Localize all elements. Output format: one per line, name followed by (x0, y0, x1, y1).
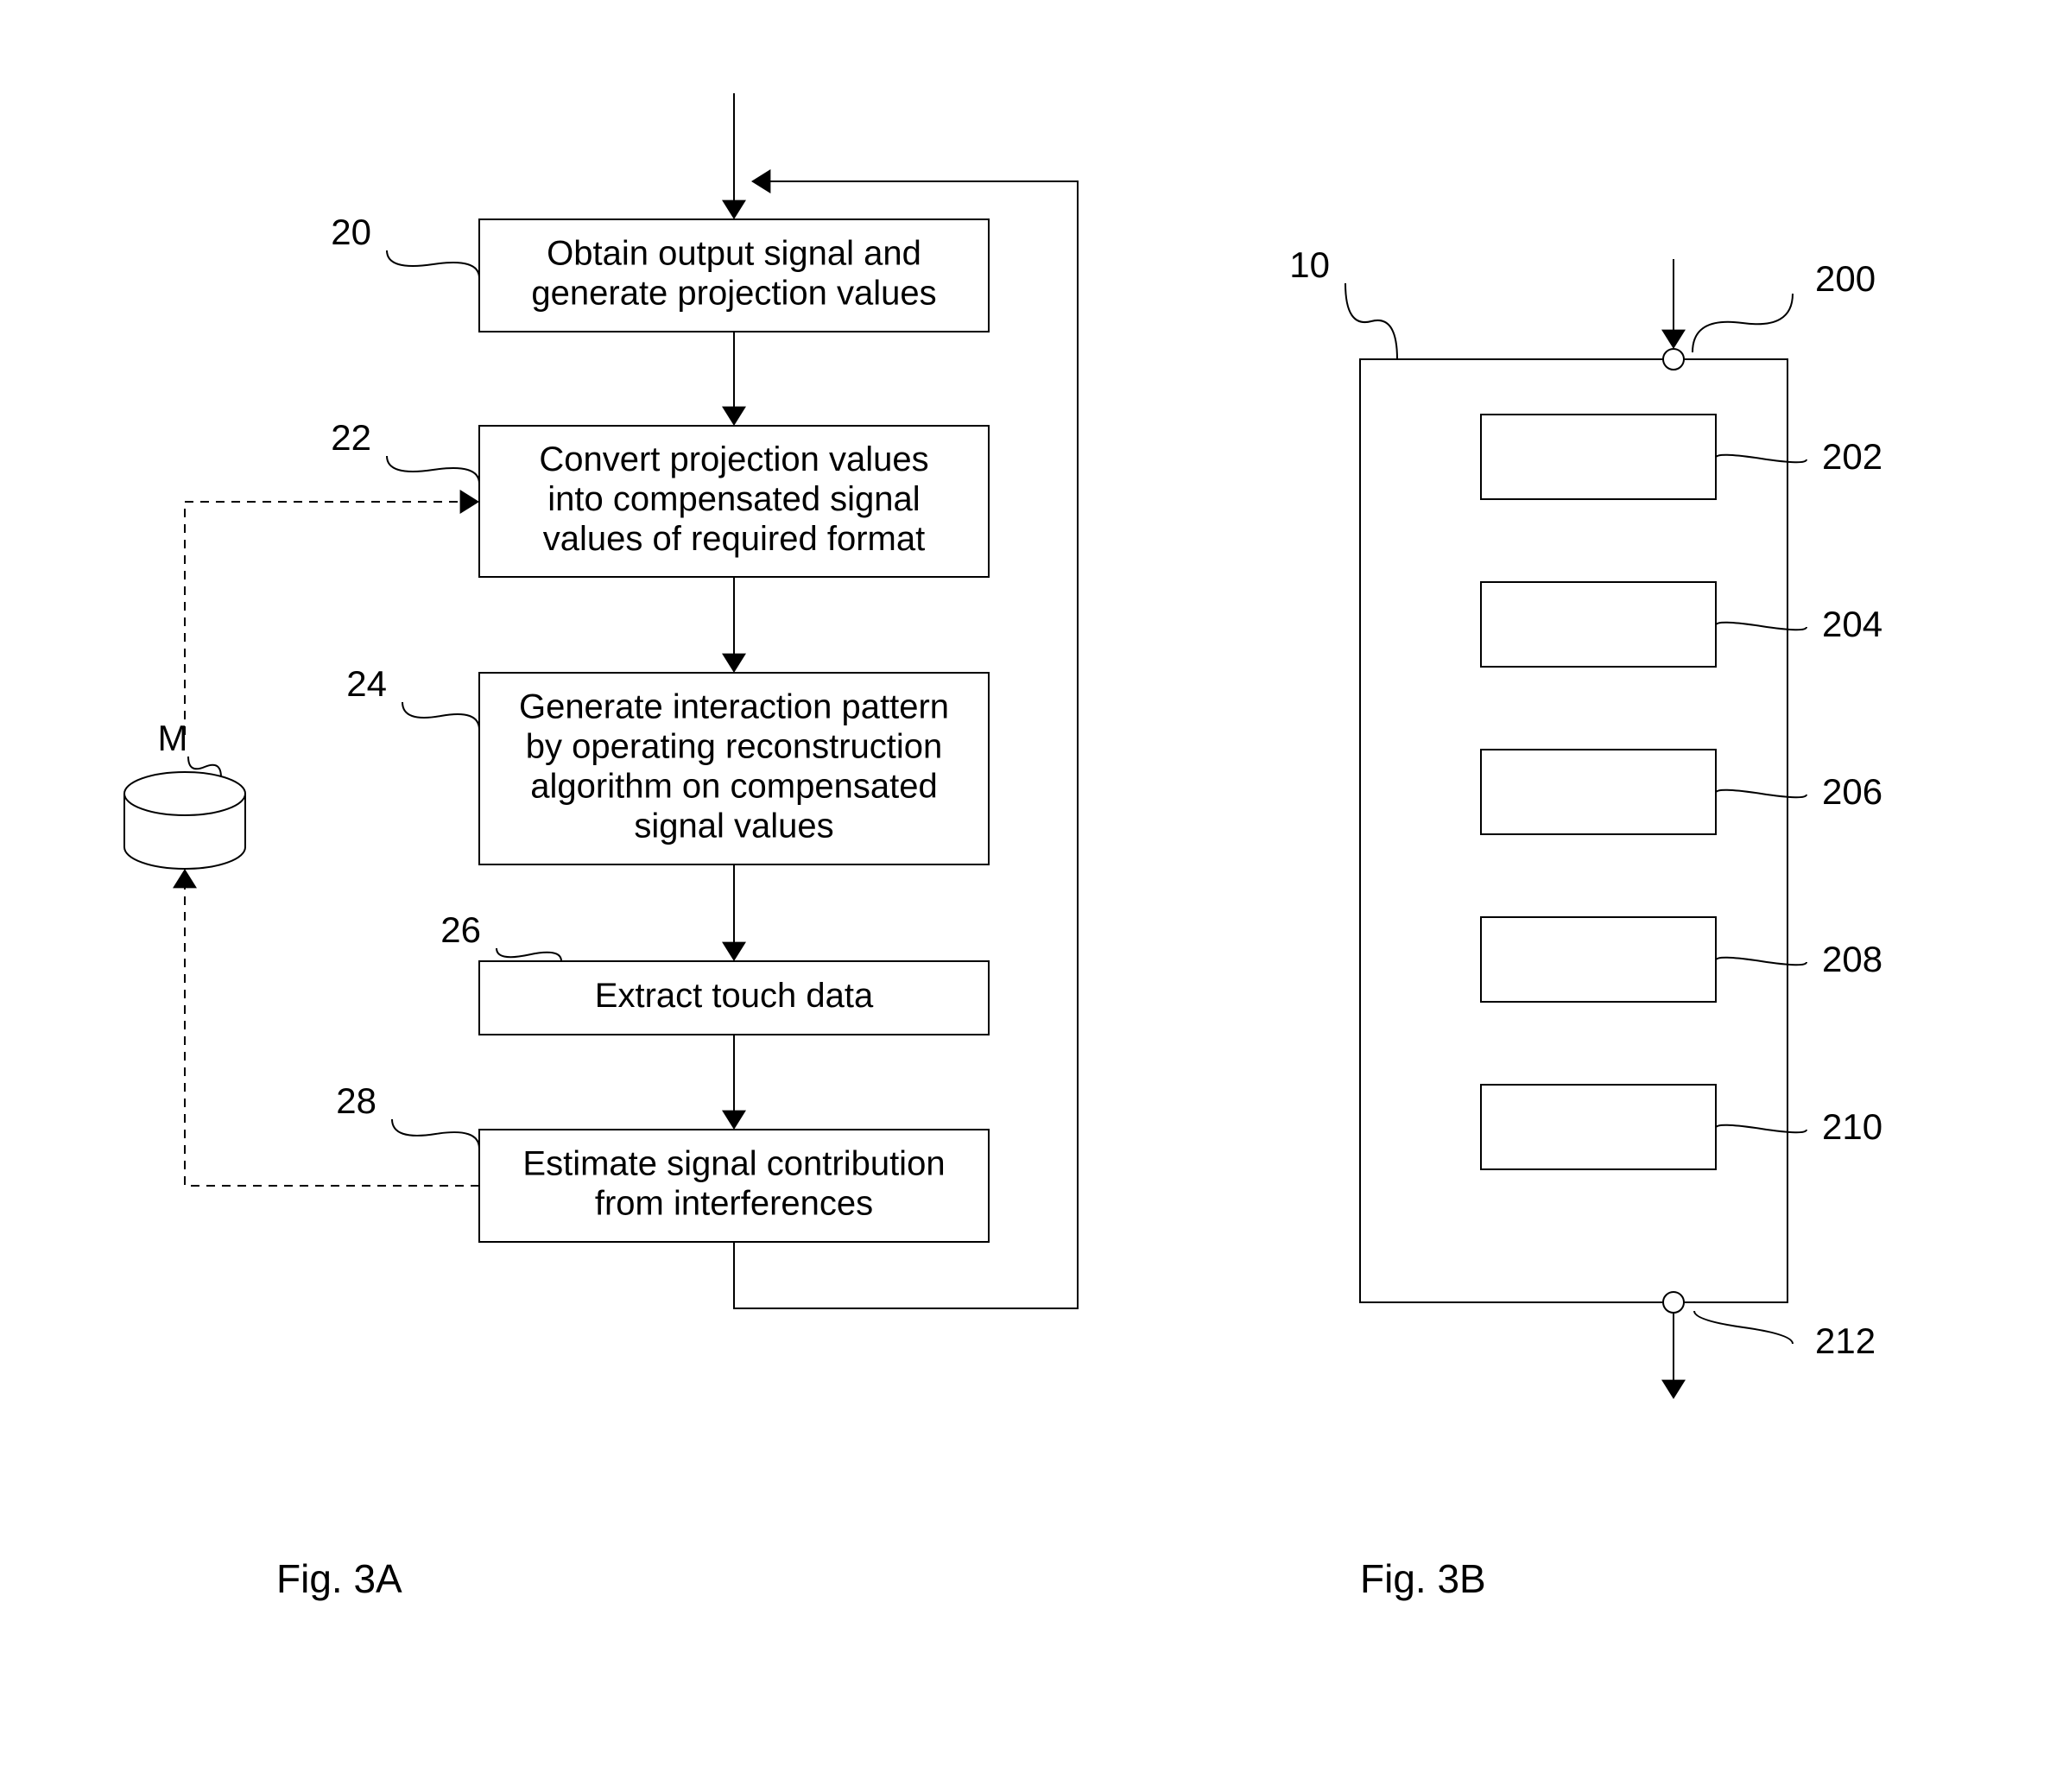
lead-line (402, 702, 479, 730)
step-22-line-2: values of required format (543, 520, 925, 558)
inner-box-204 (1481, 582, 1716, 667)
memory-bottom (124, 847, 245, 869)
lead-line (1716, 455, 1806, 463)
step-20-label: 20 (331, 212, 371, 252)
dashed-28-to-m (185, 874, 479, 1186)
inner-box-208 (1481, 917, 1716, 1002)
inner-box-204-label: 204 (1822, 604, 1882, 644)
arrowhead (722, 942, 746, 961)
inner-box-202-label: 202 (1822, 436, 1882, 477)
step-20-line-1: generate projection values (531, 275, 936, 313)
step-26-label: 26 (440, 909, 481, 950)
step-22-line-1: into compensated signal (547, 480, 920, 518)
container-10-label: 10 (1289, 244, 1330, 285)
lead-line (188, 757, 221, 777)
arrowhead (460, 490, 479, 514)
inner-box-210-label: 210 (1822, 1106, 1882, 1147)
output-node (1663, 1292, 1684, 1313)
lead-line (1716, 958, 1806, 966)
inner-box-206 (1481, 750, 1716, 834)
input-node (1663, 349, 1684, 370)
step-28-label: 28 (336, 1080, 376, 1121)
lead-line (1693, 294, 1793, 352)
output-212-label: 212 (1815, 1320, 1876, 1361)
inner-box-202 (1481, 415, 1716, 499)
arrowhead (722, 654, 746, 673)
dashed-m-to-22 (185, 502, 474, 735)
arrowhead (173, 869, 197, 888)
fig-3a-caption: Fig. 3A (276, 1556, 402, 1601)
step-28-line-0: Estimate signal contribution (522, 1145, 945, 1183)
step-24-line-3: signal values (634, 807, 833, 845)
input-200-label: 200 (1815, 258, 1876, 299)
step-22-label: 22 (331, 417, 371, 458)
step-24-line-1: by operating reconstruction (526, 728, 943, 766)
lead-line (1716, 790, 1806, 798)
arrowhead (1661, 1380, 1686, 1399)
memory-top (124, 772, 245, 815)
fig-3b-caption: Fig. 3B (1360, 1556, 1486, 1601)
lead-line (497, 948, 561, 961)
container-10 (1360, 359, 1787, 1302)
inner-box-208-label: 208 (1822, 939, 1882, 979)
arrowhead (722, 1111, 746, 1130)
step-26-line-0: Extract touch data (595, 977, 874, 1015)
lead-line (1345, 283, 1397, 359)
arrowhead (1661, 330, 1686, 349)
arrowhead (722, 200, 746, 219)
lead-line (1694, 1311, 1793, 1344)
step-24-label: 24 (346, 663, 387, 704)
step-28-line-1: from interferences (595, 1185, 873, 1223)
step-24-line-2: algorithm on compensated (530, 768, 937, 806)
inner-box-206-label: 206 (1822, 771, 1882, 812)
lead-line (387, 250, 479, 278)
lead-line (1716, 1125, 1806, 1133)
lead-line (387, 456, 479, 484)
step-20-line-0: Obtain output signal and (547, 235, 921, 273)
arrowhead (722, 407, 746, 426)
step-24-line-0: Generate interaction pattern (519, 688, 949, 726)
arrowhead (751, 169, 770, 193)
inner-box-210 (1481, 1085, 1716, 1169)
lead-line (392, 1119, 479, 1149)
step-22-line-0: Convert projection values (539, 440, 928, 478)
lead-line (1716, 623, 1806, 630)
memory-label: M (158, 718, 188, 758)
